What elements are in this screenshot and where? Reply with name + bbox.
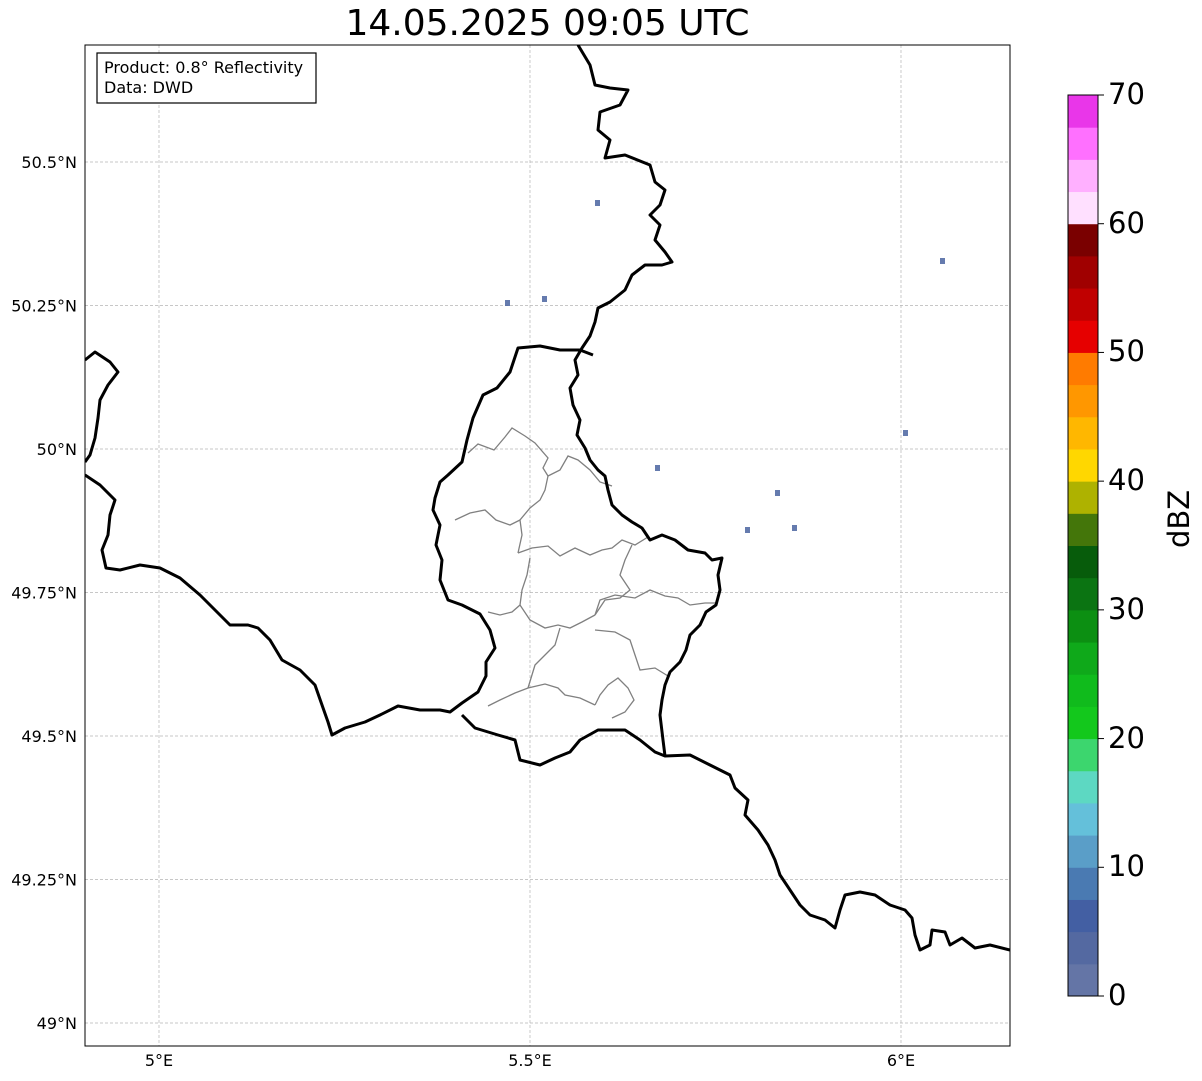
colorbar-segment bbox=[1068, 223, 1098, 257]
colorbar-segment bbox=[1068, 416, 1098, 450]
colorbar-segment bbox=[1068, 448, 1098, 482]
colorbar-segment bbox=[1068, 802, 1098, 836]
lat-tick-label: 50°N bbox=[37, 440, 77, 459]
colorbar-segment bbox=[1068, 835, 1098, 868]
info-data-source: Data: DWD bbox=[104, 78, 193, 97]
lon-tick-label: 6°E bbox=[887, 1051, 915, 1070]
colorbar-segment bbox=[1068, 191, 1098, 225]
colorbar-unit: dBZ bbox=[1162, 489, 1196, 548]
colorbar-segment bbox=[1068, 931, 1098, 965]
info-product: Product: 0.8° Reflectivity bbox=[104, 58, 303, 77]
colorbar-segment bbox=[1068, 352, 1098, 386]
colorbar-segment bbox=[1068, 738, 1098, 772]
lat-tick-label: 49.25°N bbox=[11, 871, 77, 890]
map-title: 14.05.2025 09:05 UTC bbox=[345, 3, 750, 44]
lat-tick-label: 49.5°N bbox=[21, 727, 77, 746]
lat-tick-label: 49.75°N bbox=[11, 584, 77, 603]
lon-tick-label: 5°E bbox=[145, 1051, 173, 1070]
colorbar-tick-label: 40 bbox=[1108, 463, 1145, 498]
borders-layer bbox=[85, 45, 1010, 952]
colorbar-tick-label: 60 bbox=[1108, 205, 1145, 240]
colorbar-segment bbox=[1068, 127, 1098, 160]
colorbar-segment bbox=[1068, 95, 1098, 128]
colorbar-segment bbox=[1068, 963, 1098, 997]
colorbar-segment bbox=[1068, 674, 1098, 707]
colorbar-segment bbox=[1068, 513, 1098, 546]
national-borders bbox=[85, 45, 1010, 952]
colorbar bbox=[1067, 94, 1104, 997]
axis-ticks: 5°E5.5°E6°E6.5°E7°E50.5°N50.25°N50°N49.7… bbox=[11, 153, 915, 1070]
lat-tick-label: 49°N bbox=[37, 1014, 77, 1033]
colorbar-tick-label: 30 bbox=[1108, 591, 1145, 626]
lon-tick-label: 5.5°E bbox=[508, 1051, 552, 1070]
lat-tick-label: 50.25°N bbox=[11, 297, 77, 316]
colorbar-tick-label: 20 bbox=[1108, 720, 1145, 755]
colorbar-segment bbox=[1068, 481, 1098, 514]
colorbar-segment bbox=[1068, 609, 1098, 643]
colorbar-segment bbox=[1068, 706, 1098, 740]
colorbar-segment bbox=[1068, 255, 1098, 289]
colorbar-segment bbox=[1068, 545, 1098, 579]
colorbar-segment bbox=[1068, 384, 1098, 418]
graticule bbox=[85, 45, 1010, 1046]
colorbar-segment bbox=[1068, 288, 1098, 321]
colorbar-segment bbox=[1068, 159, 1098, 193]
info-box: Product: 0.8° Reflectivity Data: DWD bbox=[96, 52, 317, 104]
colorbar-tick-label: 10 bbox=[1108, 849, 1145, 884]
colorbar-segment bbox=[1068, 899, 1098, 933]
lat-tick-label: 50.5°N bbox=[21, 153, 77, 172]
plot-frame bbox=[84, 44, 1011, 1047]
reflectivity-echoes bbox=[505, 200, 945, 533]
colorbar-segment bbox=[1068, 577, 1098, 611]
colorbar-tick-label: 70 bbox=[1108, 77, 1145, 111]
colorbar-segment bbox=[1068, 320, 1098, 353]
colorbar-segment bbox=[1068, 642, 1098, 675]
colorbar-tick-label: 50 bbox=[1108, 334, 1145, 369]
colorbar-segment bbox=[1068, 867, 1098, 900]
colorbar-segment bbox=[1068, 770, 1098, 804]
colorbar-tick-label: 0 bbox=[1108, 978, 1127, 1012]
canton-boundaries bbox=[454, 427, 718, 719]
